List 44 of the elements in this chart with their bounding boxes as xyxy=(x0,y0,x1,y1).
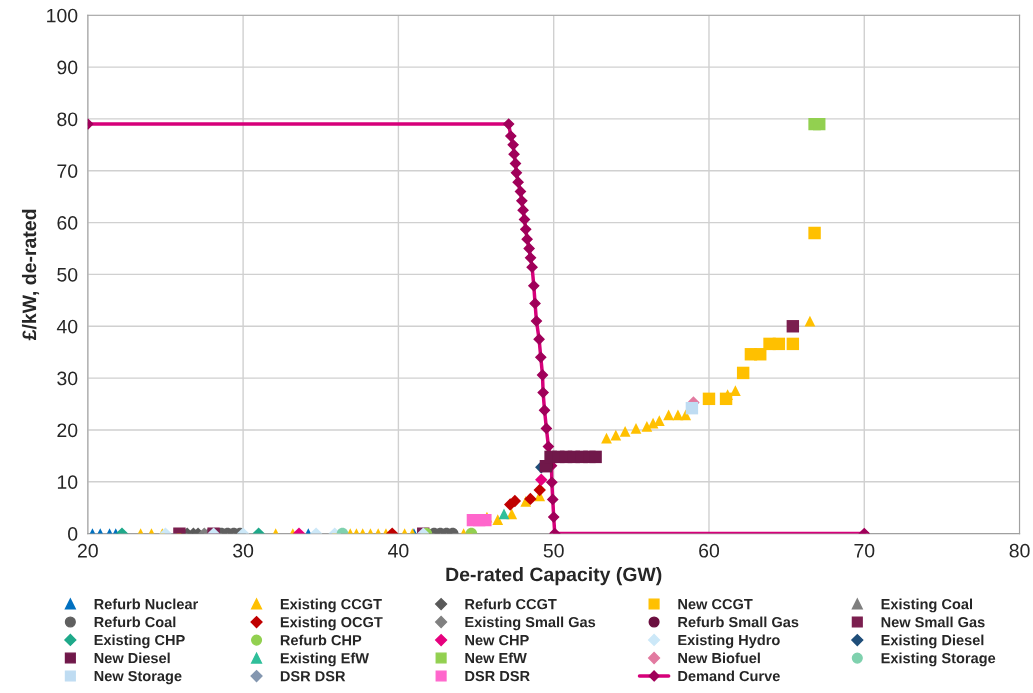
legend-label: DSR DSR xyxy=(465,670,530,682)
legend-label: New Storage xyxy=(94,670,182,685)
legend-label: Existing Coal xyxy=(881,598,972,613)
legend-label: New CCGT xyxy=(678,598,753,610)
y-tick-label: 60 xyxy=(57,216,78,230)
y-tick-label: 0 xyxy=(68,527,78,541)
x-tick-label: 80 xyxy=(1009,543,1030,558)
legend-label: Demand Curve xyxy=(678,670,780,682)
legend-label: Existing CCGT xyxy=(280,598,382,613)
y-tick-label: 30 xyxy=(57,371,78,386)
legend-label: Existing CHP xyxy=(94,634,185,649)
x-tick-label: 30 xyxy=(233,543,254,558)
y-tick-label: 40 xyxy=(56,319,78,334)
y-tick-label: 100 xyxy=(47,8,78,23)
x-tick-label: 40 xyxy=(388,543,409,558)
legend-label: Existing Small Gas xyxy=(465,616,596,631)
legend-label: Existing Diesel xyxy=(881,634,984,649)
x-tick-label: 50 xyxy=(543,543,564,558)
x-axis-title: De-rated Capacity (GW) xyxy=(446,567,662,586)
y-tick-label: 80 xyxy=(57,112,78,127)
y-axis-title: £/kW, de-rated xyxy=(21,209,40,341)
legend-label: DSR DSR xyxy=(280,671,346,682)
legend-label: Refurb CHP xyxy=(280,634,362,646)
legend-label: Existing Hydro xyxy=(678,634,780,649)
legend-label: Refurb Nuclear xyxy=(94,598,198,610)
legend-label: Existing EfW xyxy=(280,652,369,667)
y-tick-label: 70 xyxy=(57,164,78,178)
legend-label: New CHP xyxy=(465,634,529,646)
legend-label: New Diesel xyxy=(94,652,170,664)
x-tick-label: 60 xyxy=(699,543,720,558)
legend-label: Existing Storage xyxy=(881,652,996,667)
legend-label: Refurb Small Gas xyxy=(678,616,799,628)
legend-label: New Small Gas xyxy=(881,616,985,628)
y-tick-label: 20 xyxy=(57,423,78,438)
legend-label: Refurb CCGT xyxy=(465,598,557,610)
y-tick-label: 90 xyxy=(57,60,78,75)
x-tick-label: 20 xyxy=(77,543,98,558)
legend-label: New EfW xyxy=(465,652,527,664)
y-tick-label: 50 xyxy=(57,267,78,282)
legend-label: Refurb Coal xyxy=(94,616,176,628)
y-tick-label: 10 xyxy=(57,475,78,490)
x-tick-label: 70 xyxy=(854,543,875,558)
legend-label: New Biofuel xyxy=(678,652,760,664)
legend-label: Existing OCGT xyxy=(280,616,383,631)
